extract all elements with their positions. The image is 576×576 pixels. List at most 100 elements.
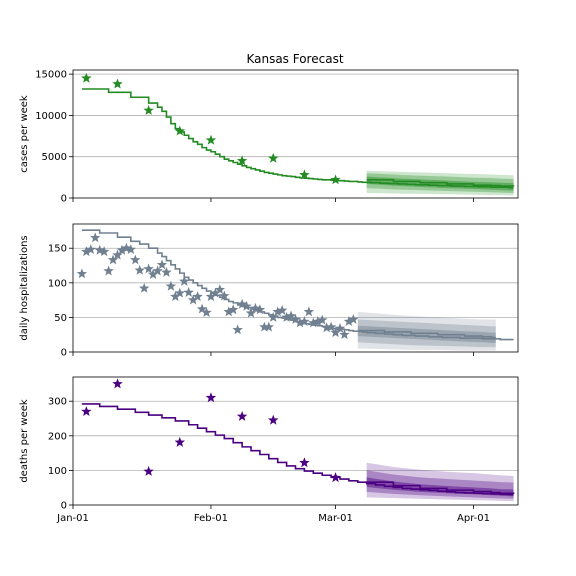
observed-point (263, 321, 275, 332)
observed-point (94, 244, 105, 255)
observed-point (143, 263, 154, 274)
forecast-median-line (366, 481, 515, 495)
y-tick-label: 0 (61, 194, 67, 205)
observed-point (138, 282, 150, 293)
observed-point (285, 310, 297, 321)
observed-point (312, 316, 323, 327)
observed-point (259, 321, 270, 332)
observed-point (299, 457, 310, 468)
observed-point (339, 329, 350, 340)
observed-point (219, 290, 230, 301)
observed-point (125, 244, 137, 255)
observed-point (143, 104, 154, 115)
observed-point (210, 287, 221, 298)
y-tick-label: 15000 (35, 70, 67, 81)
panel-hospitalizations: 0 50 100 150 daily hospitalizations (19, 223, 519, 359)
observed-point (174, 436, 186, 447)
observed-point (81, 72, 92, 83)
observed-point (165, 280, 177, 291)
observed-point (196, 303, 208, 314)
observed-point (308, 317, 319, 328)
observed-point (330, 327, 341, 338)
observed-point (112, 249, 123, 260)
observed-point (236, 410, 248, 421)
y-tick-label: 50 (54, 313, 67, 324)
observed-point (76, 268, 88, 279)
model-line (81, 88, 514, 189)
observed-point (281, 311, 292, 322)
observed-point (201, 307, 212, 318)
observed-point (81, 246, 92, 257)
observed-point (299, 316, 310, 327)
observed-point (276, 304, 288, 315)
x-tick-label: Apr-01 (457, 513, 490, 524)
panel-cases: 0 5000 10000 15000 cases per week (19, 69, 519, 205)
observed-point (116, 244, 128, 255)
y-tick-label: 100 (48, 278, 67, 289)
observed-point (250, 302, 261, 313)
y-tick-label: 200 (48, 431, 67, 442)
observed-point (348, 313, 359, 324)
y-tick-label: 0 (61, 501, 67, 512)
y-tick-label: 10000 (35, 111, 67, 122)
observed-point (121, 242, 132, 253)
observed-point (334, 322, 346, 333)
observed-point (174, 287, 186, 298)
observed-point (161, 266, 172, 277)
observed-point (156, 259, 168, 270)
y-tick-label: 300 (48, 397, 67, 408)
forecast-median-line (357, 329, 496, 339)
y-tick-label: 100 (48, 466, 67, 477)
observed-point (170, 291, 181, 302)
observed-point (174, 125, 186, 136)
forecast-median-line (366, 179, 515, 187)
observed-point (268, 311, 279, 322)
forecast-band-outer (357, 311, 496, 351)
observed-point (81, 406, 92, 417)
observed-point (130, 254, 141, 265)
observed-point (294, 317, 306, 328)
panel-deaths: 0 100 200 300 Jan-01 Feb-01 Mar-01 Apr-01 deaths… (19, 376, 519, 524)
observed-point (227, 304, 239, 315)
observed-point (214, 284, 226, 295)
x-tick-label: Mar-01 (318, 513, 353, 524)
observed-point (299, 169, 310, 180)
observed-point (325, 321, 337, 332)
axes-frame (72, 376, 519, 506)
observed-point (205, 134, 217, 145)
observed-point (236, 298, 248, 309)
observed-point (107, 254, 119, 265)
y-tick-label: 5000 (42, 152, 67, 163)
y-axis-label: cases per week (19, 95, 30, 173)
y-axis-label: daily hospitalizations (19, 235, 30, 340)
observed-point (143, 465, 154, 476)
x-tick-label: Feb-01 (194, 513, 228, 524)
figure-title: Kansas Forecast (246, 52, 343, 66)
observed-point (321, 322, 332, 333)
y-tick-label: 150 (48, 244, 67, 255)
observed-point (232, 324, 243, 335)
observed-point (112, 78, 123, 89)
axes-frame (72, 69, 519, 199)
observed-point (330, 472, 341, 483)
observed-point (245, 307, 257, 318)
observed-point (241, 300, 252, 311)
observed-point (254, 304, 266, 315)
observed-point (316, 314, 328, 325)
observed-point (268, 152, 279, 163)
observed-point (330, 174, 341, 185)
observed-point (223, 306, 234, 317)
observed-point (343, 316, 355, 327)
observed-point (90, 232, 101, 243)
observed-point (187, 294, 199, 305)
x-tick-label: Jan-01 (56, 513, 89, 524)
observed-point (134, 264, 145, 275)
model-line (81, 403, 514, 496)
observed-point (236, 155, 248, 166)
observed-point (205, 291, 217, 302)
observed-point (85, 244, 97, 255)
observed-point (268, 414, 279, 425)
observed-point (272, 306, 283, 317)
y-tick-label: 0 (61, 348, 67, 359)
